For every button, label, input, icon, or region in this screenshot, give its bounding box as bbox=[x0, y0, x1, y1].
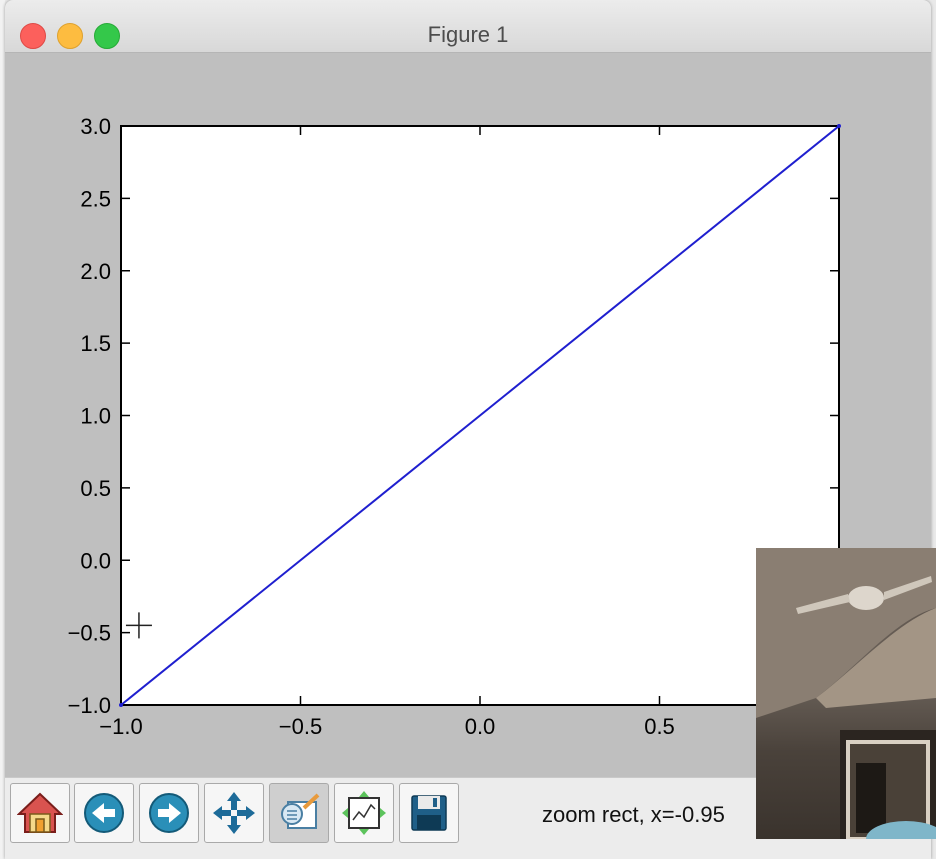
data-point bbox=[119, 703, 123, 707]
figure-canvas[interactable]: −1.0 −0.5 0.0 0.5 1.0 1.5 2.0 2.5 3.0 −1.0 −0.5 0.0… bbox=[5, 53, 931, 777]
arrow-left-icon bbox=[84, 793, 124, 833]
subplots-button[interactable] bbox=[334, 783, 394, 843]
save-button[interactable] bbox=[399, 783, 459, 843]
x-tick-label: −1.0 bbox=[99, 714, 142, 739]
y-tick-label: 2.5 bbox=[80, 186, 111, 211]
data-point bbox=[837, 124, 841, 128]
x-tick-label: 0.0 bbox=[465, 714, 496, 739]
minimize-button[interactable] bbox=[57, 23, 83, 49]
back-button[interactable] bbox=[74, 783, 134, 843]
pan-button[interactable] bbox=[204, 783, 264, 843]
y-tick-label: −0.5 bbox=[68, 621, 111, 646]
close-button[interactable] bbox=[20, 23, 46, 49]
arrow-right-icon bbox=[149, 793, 189, 833]
subplots-icon bbox=[342, 791, 386, 835]
home-icon bbox=[17, 792, 63, 833]
background-window-edge bbox=[0, 0, 5, 859]
webcam-photo bbox=[756, 548, 936, 839]
line-chart[interactable]: −1.0 −0.5 0.0 0.5 1.0 1.5 2.0 2.5 3.0 −1.0 −0.5 0.0… bbox=[5, 53, 931, 777]
y-tick-label: 3.0 bbox=[80, 114, 111, 139]
x-tick-label: 0.5 bbox=[644, 714, 675, 739]
y-tick-label: 2.0 bbox=[80, 259, 111, 284]
y-tick-label: 0.0 bbox=[80, 548, 111, 573]
zoom-rect-icon bbox=[281, 793, 320, 829]
series-line bbox=[120, 125, 840, 706]
navigation-toolbar: zoom rect, x=-0.95 bbox=[5, 777, 931, 859]
move-icon bbox=[213, 792, 255, 834]
y-tick-label: 1.0 bbox=[80, 404, 111, 429]
y-tick-label: 1.5 bbox=[80, 331, 111, 356]
y-tick-label: −1.0 bbox=[68, 693, 111, 718]
forward-button[interactable] bbox=[139, 783, 199, 843]
floppy-disk-icon bbox=[411, 795, 447, 831]
y-tick-label: 0.5 bbox=[80, 476, 111, 501]
maximize-button[interactable] bbox=[94, 23, 120, 49]
home-button[interactable] bbox=[10, 783, 70, 843]
status-readout: zoom rect, x=-0.95 bbox=[542, 802, 725, 827]
zoom-button[interactable] bbox=[269, 783, 329, 843]
webcam-overlay bbox=[756, 548, 936, 839]
title-bar[interactable]: Figure 1 bbox=[5, 0, 931, 53]
window-title: Figure 1 bbox=[427, 22, 509, 47]
x-tick-label: −0.5 bbox=[279, 714, 322, 739]
